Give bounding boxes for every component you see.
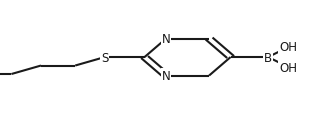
Text: OH: OH	[279, 61, 297, 74]
Text: B: B	[264, 51, 272, 64]
Text: S: S	[101, 51, 108, 64]
Text: N: N	[162, 69, 171, 82]
Text: OH: OH	[279, 41, 297, 54]
Text: N: N	[162, 33, 171, 46]
